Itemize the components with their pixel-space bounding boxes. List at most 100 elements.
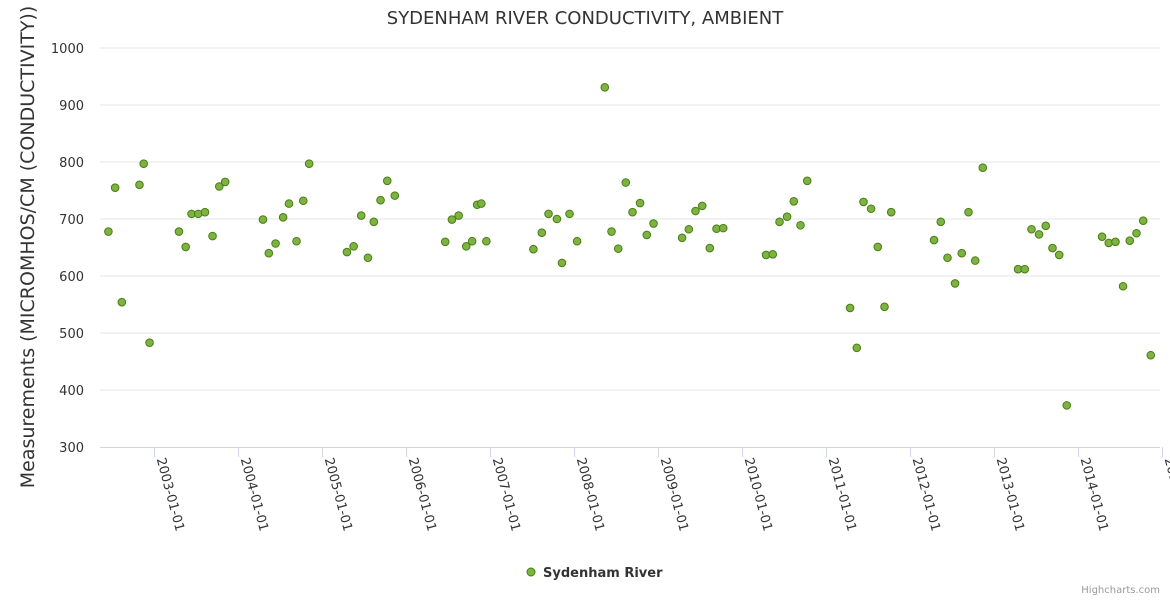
data-point[interactable]: [208, 231, 217, 241]
data-point[interactable]: [1048, 243, 1057, 253]
data-point[interactable]: [220, 177, 230, 187]
data-point[interactable]: [1034, 230, 1044, 239]
data-point[interactable]: [342, 247, 352, 257]
data-point[interactable]: [264, 248, 274, 258]
data-point[interactable]: [621, 178, 631, 187]
data-point[interactable]: [181, 242, 190, 252]
data-point[interactable]: [642, 230, 652, 240]
legend-item-sydenham-river[interactable]: Sydenham River: [543, 566, 663, 581]
data-point[interactable]: [454, 211, 463, 220]
data-point[interactable]: [600, 83, 610, 92]
data-point[interactable]: [1027, 224, 1036, 234]
data-point[interactable]: [635, 198, 645, 208]
data-point[interactable]: [200, 207, 210, 217]
data-point[interactable]: [943, 253, 952, 263]
data-point[interactable]: [1146, 350, 1156, 360]
data-point[interactable]: [1062, 401, 1072, 410]
data-point[interactable]: [447, 215, 457, 224]
data-point[interactable]: [117, 297, 127, 307]
data-point[interactable]: [349, 242, 358, 251]
data-point[interactable]: [880, 302, 889, 312]
data-point[interactable]: [775, 217, 784, 227]
data-point[interactable]: [613, 244, 623, 253]
data-point[interactable]: [278, 212, 288, 222]
data-point[interactable]: [796, 220, 805, 230]
data-point[interactable]: [304, 159, 314, 169]
data-point[interactable]: [376, 195, 385, 205]
data-point[interactable]: [936, 217, 946, 227]
series-points[interactable]: [104, 83, 1156, 410]
data-point[interactable]: [104, 227, 113, 236]
y-tick-label: 600: [59, 270, 84, 285]
credits-link[interactable]: Highcharts.com: [1081, 585, 1160, 596]
data-point[interactable]: [139, 159, 148, 169]
data-point[interactable]: [1020, 264, 1030, 274]
data-point[interactable]: [271, 239, 280, 248]
data-point[interactable]: [356, 211, 366, 220]
data-point[interactable]: [1041, 221, 1051, 231]
data-point[interactable]: [964, 207, 973, 217]
data-point[interactable]: [537, 228, 547, 237]
data-point[interactable]: [369, 217, 379, 227]
data-point[interactable]: [557, 258, 567, 268]
data-point[interactable]: [802, 176, 812, 186]
data-point[interactable]: [467, 236, 477, 246]
data-point[interactable]: [649, 219, 658, 228]
data-point[interactable]: [572, 236, 582, 246]
data-point[interactable]: [978, 163, 988, 172]
data-point[interactable]: [852, 343, 862, 353]
data-point[interactable]: [789, 197, 799, 206]
y-axis-title: Measurements (MICROMHOS/CM (CONDUCTIVITY…: [17, 6, 39, 489]
data-point[interactable]: [628, 207, 637, 217]
data-point[interactable]: [782, 212, 792, 222]
grid-lines: [100, 47, 1160, 391]
legend[interactable]: Sydenham River: [526, 566, 663, 581]
data-point[interactable]: [1118, 281, 1128, 291]
data-point[interactable]: [284, 199, 294, 208]
data-point[interactable]: [214, 182, 224, 191]
data-point[interactable]: [957, 248, 967, 258]
data-point[interactable]: [544, 209, 553, 219]
data-point[interactable]: [873, 242, 883, 252]
data-point[interactable]: [1111, 237, 1120, 247]
data-point[interactable]: [886, 207, 896, 217]
data-point[interactable]: [461, 242, 471, 251]
data-point[interactable]: [482, 236, 491, 246]
y-tick-label: 800: [59, 156, 84, 171]
data-point[interactable]: [697, 201, 707, 211]
data-point[interactable]: [174, 227, 184, 236]
data-point[interactable]: [565, 209, 574, 219]
data-point[interactable]: [1125, 236, 1135, 245]
data-point[interactable]: [1138, 216, 1148, 226]
data-point[interactable]: [552, 214, 562, 224]
data-point[interactable]: [298, 196, 308, 206]
data-point[interactable]: [866, 204, 876, 214]
data-point[interactable]: [691, 206, 700, 216]
data-point[interactable]: [1097, 232, 1107, 241]
data-point[interactable]: [145, 338, 154, 347]
data-point[interactable]: [529, 244, 538, 254]
data-point[interactable]: [768, 250, 778, 259]
data-point[interactable]: [1054, 250, 1064, 260]
data-point[interactable]: [1132, 228, 1141, 238]
legend-marker-icon[interactable]: [526, 567, 536, 577]
data-point[interactable]: [477, 199, 486, 208]
data-point[interactable]: [440, 237, 450, 247]
data-point[interactable]: [390, 191, 400, 200]
data-point[interactable]: [684, 224, 694, 234]
data-point[interactable]: [929, 235, 939, 245]
data-point[interactable]: [718, 223, 728, 233]
data-point[interactable]: [705, 243, 715, 253]
data-point[interactable]: [607, 227, 616, 236]
data-point[interactable]: [382, 176, 392, 186]
data-point[interactable]: [970, 256, 980, 265]
data-point[interactable]: [110, 183, 120, 192]
data-point[interactable]: [677, 233, 687, 243]
data-point[interactable]: [292, 236, 301, 246]
data-point[interactable]: [135, 180, 144, 190]
data-point[interactable]: [258, 215, 268, 224]
data-point[interactable]: [950, 279, 960, 288]
data-point[interactable]: [363, 253, 373, 263]
data-point[interactable]: [845, 303, 855, 313]
data-point[interactable]: [859, 197, 868, 207]
